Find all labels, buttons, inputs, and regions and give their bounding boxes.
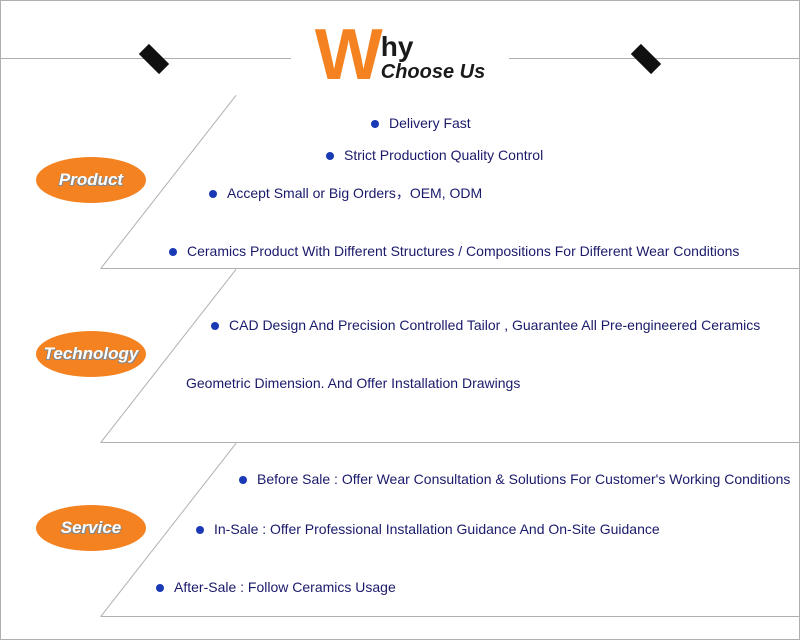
item-text: In-Sale : Offer Professional Installatio… bbox=[214, 521, 660, 537]
diamond-right-icon bbox=[631, 44, 661, 74]
badge-service: Service bbox=[36, 505, 146, 551]
section-technology: Technology CAD Design And Precision Contr… bbox=[1, 279, 799, 449]
header-text: hy Choose Us bbox=[381, 33, 485, 83]
list-item: Geometric Dimension. And Offer Installat… bbox=[186, 375, 520, 391]
divider-line bbox=[101, 442, 799, 443]
item-text: Strict Production Quality Control bbox=[344, 147, 543, 163]
items: Before Sale : Offer Wear Consultation & … bbox=[131, 453, 787, 613]
item-text: Accept Small or Big Orders，OEM, ODM bbox=[227, 185, 482, 201]
diamond-left-icon bbox=[139, 44, 169, 74]
item-text: After-Sale : Follow Ceramics Usage bbox=[174, 579, 396, 595]
items: CAD Design And Precision Controlled Tail… bbox=[131, 279, 787, 439]
item-text: CAD Design And Precision Controlled Tail… bbox=[229, 317, 760, 333]
bullet-icon bbox=[196, 526, 204, 534]
section-product: Product Delivery Fast Strict Production Qu… bbox=[1, 105, 799, 275]
divider-line bbox=[101, 616, 799, 617]
list-item: In-Sale : Offer Professional Installatio… bbox=[196, 521, 660, 537]
item-text: Geometric Dimension. And Offer Installat… bbox=[186, 375, 520, 391]
bullet-icon bbox=[239, 476, 247, 484]
list-item: Accept Small or Big Orders，OEM, ODM bbox=[209, 183, 482, 203]
logo-suffix: hy bbox=[381, 33, 485, 61]
sections-container: Product Delivery Fast Strict Production Qu… bbox=[1, 105, 799, 623]
list-item: Before Sale : Offer Wear Consultation & … bbox=[239, 471, 790, 487]
bullet-icon bbox=[209, 190, 217, 198]
bullet-icon bbox=[326, 152, 334, 160]
items: Delivery Fast Strict Production Quality C… bbox=[131, 105, 787, 265]
list-item: After-Sale : Follow Ceramics Usage bbox=[156, 579, 396, 595]
section-service: Service Before Sale : Offer Wear Consulta… bbox=[1, 453, 799, 623]
list-item: Strict Production Quality Control bbox=[326, 147, 543, 163]
bullet-icon bbox=[371, 120, 379, 128]
bullet-icon bbox=[156, 584, 164, 592]
bullet-icon bbox=[169, 248, 177, 256]
item-text: Before Sale : Offer Wear Consultation & … bbox=[257, 471, 790, 487]
badge-product: Product bbox=[36, 157, 146, 203]
list-item: CAD Design And Precision Controlled Tail… bbox=[211, 317, 760, 333]
item-text: Delivery Fast bbox=[389, 115, 471, 131]
item-text: Ceramics Product With Different Structur… bbox=[187, 243, 739, 259]
list-item: Ceramics Product With Different Structur… bbox=[169, 243, 739, 259]
divider-line bbox=[101, 268, 799, 269]
infographic-page: W hy Choose Us Product Delivery Fast Stric… bbox=[0, 0, 800, 640]
badge-technology: Technology bbox=[36, 331, 146, 377]
header: W hy Choose Us bbox=[1, 1, 799, 101]
list-item: Delivery Fast bbox=[371, 115, 471, 131]
logo-subtitle: Choose Us bbox=[381, 61, 485, 83]
bullet-icon bbox=[211, 322, 219, 330]
logo: W hy Choose Us bbox=[315, 27, 485, 85]
logo-big-letter: W bbox=[315, 27, 379, 85]
